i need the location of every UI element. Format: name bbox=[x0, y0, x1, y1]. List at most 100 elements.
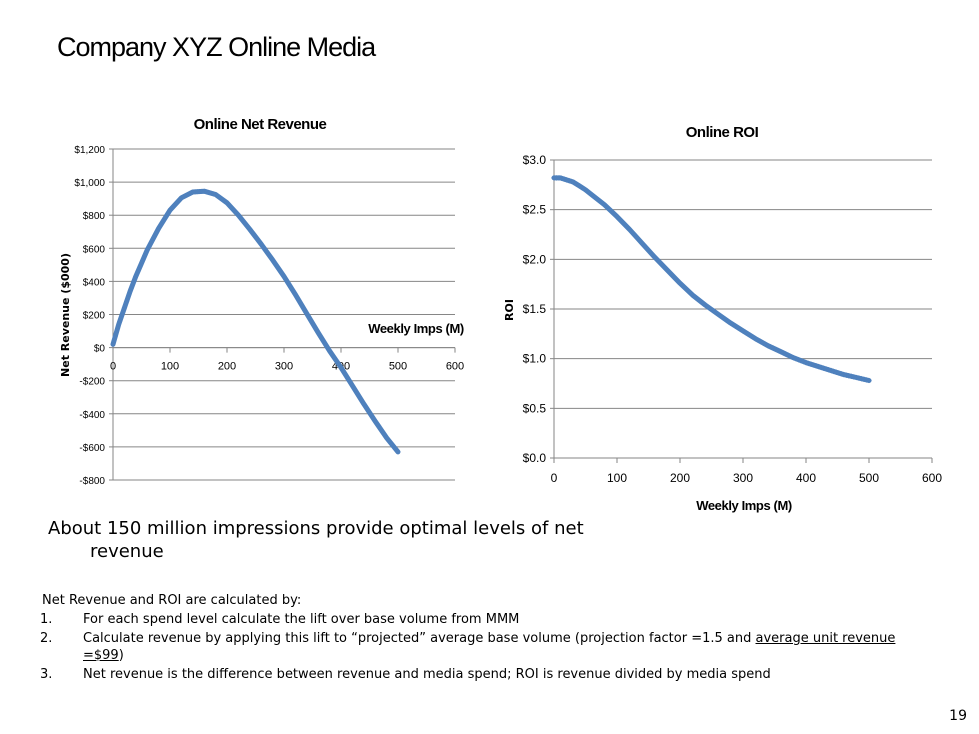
data-point bbox=[725, 318, 731, 324]
data-point bbox=[247, 226, 253, 232]
data-point bbox=[692, 294, 698, 300]
data-point bbox=[156, 225, 162, 231]
data-point bbox=[158, 222, 164, 228]
y-tick-label: $1.5 bbox=[523, 302, 547, 316]
x-axis-title: Weekly Imps (M) bbox=[696, 498, 792, 513]
data-point bbox=[596, 197, 603, 204]
data-point bbox=[641, 243, 648, 249]
note-text-end: ) bbox=[118, 648, 124, 663]
data-point bbox=[684, 287, 691, 294]
data-point bbox=[352, 386, 358, 392]
data-point bbox=[561, 176, 567, 182]
note-text: Calculate revenue by applying this lift … bbox=[83, 631, 756, 646]
data-point bbox=[267, 254, 273, 260]
x-tick-label: 200 bbox=[670, 471, 690, 485]
data-point bbox=[219, 196, 225, 203]
data-point bbox=[347, 379, 353, 385]
data-point bbox=[162, 214, 168, 221]
x-tick-label: 100 bbox=[607, 471, 627, 485]
data-point bbox=[324, 344, 330, 350]
data-point bbox=[578, 184, 585, 191]
y-tick-label: -$400 bbox=[79, 410, 105, 421]
data-point bbox=[606, 206, 613, 213]
x-tick-label: 300 bbox=[275, 361, 293, 373]
data-point bbox=[338, 364, 344, 371]
x-tick-label: 200 bbox=[218, 361, 236, 373]
data-point bbox=[798, 357, 804, 364]
note-number: 1. bbox=[40, 612, 53, 627]
data-point bbox=[377, 425, 383, 431]
x-tick-label: 500 bbox=[389, 361, 407, 373]
note-text: For each spend level calculate the lift … bbox=[83, 612, 520, 627]
y-tick-label: $2.5 bbox=[523, 203, 547, 217]
data-point bbox=[818, 364, 824, 371]
data-point bbox=[566, 177, 572, 184]
data-point bbox=[704, 304, 711, 310]
data-point bbox=[311, 322, 317, 328]
headline-line-1: About 150 million impressions provide op… bbox=[48, 518, 584, 539]
data-point bbox=[752, 336, 759, 342]
x-tick-label: 400 bbox=[796, 471, 816, 485]
data-point bbox=[317, 333, 324, 339]
x-tick-label: 100 bbox=[161, 361, 179, 373]
data-point bbox=[274, 263, 280, 270]
data-point bbox=[336, 361, 342, 367]
net-revenue-chart: Online Net Revenue $1,200 $1,000 $800 $600 $4… bbox=[59, 116, 464, 487]
data-point bbox=[381, 431, 387, 438]
data-point bbox=[707, 305, 713, 312]
data-point bbox=[313, 326, 319, 332]
data-point bbox=[687, 289, 693, 296]
data-point bbox=[297, 299, 303, 305]
series-markers bbox=[551, 175, 872, 384]
y-tick-label: $2.0 bbox=[523, 252, 547, 266]
data-point bbox=[667, 270, 673, 276]
data-point bbox=[263, 247, 269, 254]
data-point bbox=[808, 361, 814, 367]
y-tick-label: $1,200 bbox=[74, 145, 105, 156]
y-tick-label: $800 bbox=[83, 211, 106, 222]
data-point bbox=[558, 175, 565, 182]
data-point bbox=[755, 337, 761, 343]
data-point bbox=[251, 232, 257, 238]
note-text: Net revenue is the difference between re… bbox=[83, 667, 771, 682]
data-point bbox=[356, 394, 362, 400]
data-point bbox=[333, 358, 339, 364]
data-point bbox=[601, 201, 608, 208]
x-axis-title: Weekly Imps (M) bbox=[368, 321, 464, 336]
data-point bbox=[183, 192, 189, 199]
data-point bbox=[767, 344, 774, 350]
data-point bbox=[149, 238, 155, 244]
data-point bbox=[664, 267, 671, 274]
data-point bbox=[388, 440, 394, 446]
data-point bbox=[258, 241, 264, 247]
data-point bbox=[732, 323, 739, 329]
data-point bbox=[354, 390, 360, 396]
x-tick-label: 0 bbox=[551, 471, 558, 485]
note-item-2: 2. Calculate revenue by applying this li… bbox=[40, 630, 922, 664]
data-point bbox=[599, 199, 605, 206]
data-point bbox=[563, 177, 570, 183]
notes-intro: Net Revenue and ROI are calculated by: bbox=[42, 593, 302, 608]
data-point bbox=[571, 179, 577, 186]
data-point bbox=[112, 333, 118, 339]
y-tick-label: $0.0 bbox=[523, 451, 547, 465]
note-item-3: 3. Net revenue is the difference between… bbox=[40, 666, 922, 683]
data-point bbox=[320, 337, 326, 343]
data-point bbox=[573, 181, 580, 187]
data-point bbox=[386, 438, 392, 444]
data-point bbox=[151, 234, 157, 240]
series-line bbox=[551, 175, 872, 383]
data-point bbox=[242, 221, 248, 227]
data-point bbox=[124, 298, 130, 304]
data-point bbox=[304, 311, 310, 317]
y-tick-label: $0 bbox=[94, 344, 106, 355]
data-point bbox=[576, 183, 582, 189]
data-point bbox=[621, 221, 628, 228]
data-point bbox=[144, 247, 150, 253]
headline-line-2: revenue bbox=[90, 541, 164, 562]
note-underlined-text: average unit revenue =$99 bbox=[83, 631, 896, 663]
note-item-1: 1. For each spend level calculate the li… bbox=[40, 611, 922, 628]
note-number: 3. bbox=[40, 667, 53, 682]
y-tick-label: $1,000 bbox=[74, 178, 105, 189]
data-point bbox=[327, 348, 333, 354]
